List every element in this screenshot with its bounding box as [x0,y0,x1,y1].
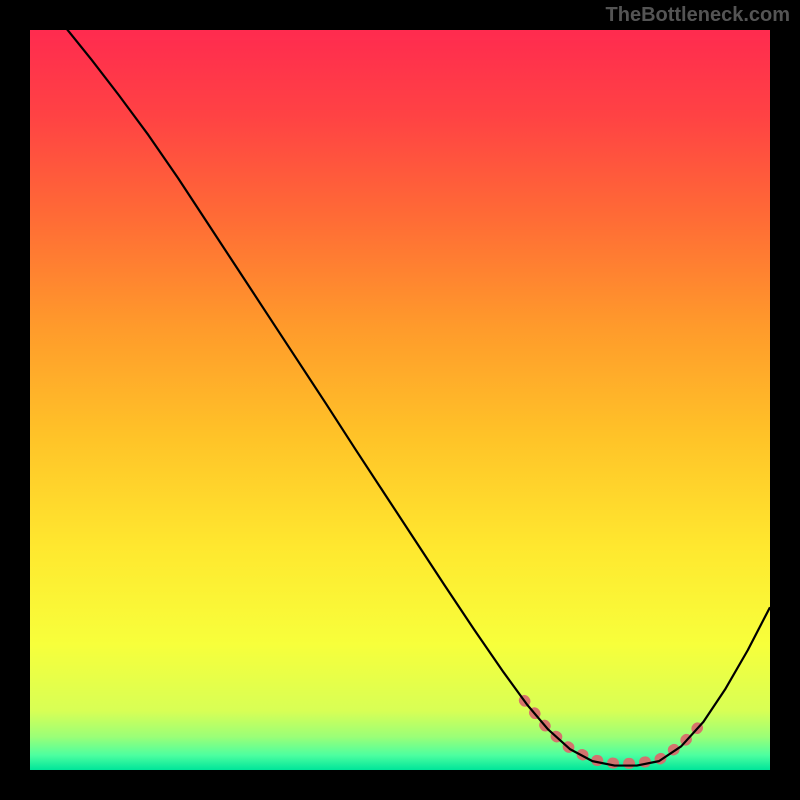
chart-svg [0,0,800,800]
plot-background [30,30,770,770]
chart-stage: TheBottleneck.com [0,0,800,800]
